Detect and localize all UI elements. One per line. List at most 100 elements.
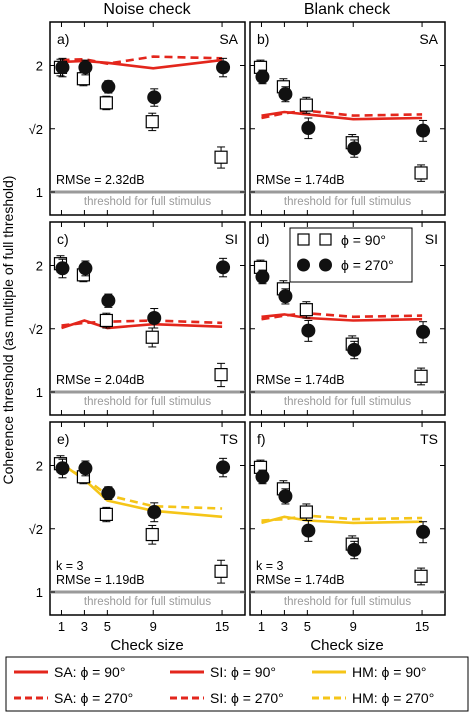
data-point-circle bbox=[78, 461, 93, 476]
panel-annotation: RMSe = 2.32dB bbox=[56, 173, 145, 187]
legend-square-marker bbox=[319, 233, 332, 246]
panel-letter: a) bbox=[57, 31, 69, 47]
panel-letter: f) bbox=[257, 431, 266, 447]
x-tick-label: 3 bbox=[281, 619, 288, 634]
data-point-circle bbox=[301, 323, 316, 338]
data-point-circle bbox=[55, 261, 70, 276]
legend-phi90-label: ϕ = 90° bbox=[341, 232, 386, 248]
marker-legend: ϕ = 90° ϕ = 270° bbox=[289, 227, 413, 283]
data-point-square bbox=[214, 150, 228, 164]
data-point-circle bbox=[416, 524, 431, 539]
panel-annotation: RMSe = 1.74dB bbox=[256, 573, 345, 587]
reference-line-label: threshold for full stimulus bbox=[84, 196, 211, 208]
plot-frame bbox=[49, 421, 246, 616]
panel-model-label: TS bbox=[420, 431, 438, 447]
reference-line-label: threshold for full stimulus bbox=[284, 396, 411, 408]
model-curve-solid bbox=[261, 110, 423, 121]
panel-a: threshold for full stimulus 1 √2 2 a) SA RMSe … bbox=[29, 21, 246, 216]
data-point-circle bbox=[216, 260, 231, 275]
data-point-square bbox=[99, 96, 113, 110]
panel-f: threshold for full stimulus 1 3 5 9 15 f) TS k =… bbox=[249, 421, 446, 634]
data-point-circle bbox=[255, 69, 270, 84]
data-point-circle bbox=[55, 60, 70, 75]
x-tick-label: 1 bbox=[258, 619, 265, 634]
data-point-circle bbox=[55, 461, 70, 476]
column-title-blank: Blank check bbox=[304, 1, 391, 18]
legend-circle-marker bbox=[297, 258, 310, 272]
data-point-square bbox=[299, 303, 313, 317]
data-point-circle bbox=[101, 486, 116, 501]
data-point-square bbox=[145, 330, 159, 344]
legend-sa-90-label: SA: ϕ = 90° bbox=[54, 664, 125, 680]
data-point-circle bbox=[147, 311, 162, 326]
y-tick-label: √2 bbox=[29, 522, 43, 537]
data-point-square bbox=[414, 569, 428, 583]
panel-c: threshold for full stimulus 1 √2 2 c) SI RMSe … bbox=[29, 221, 246, 416]
y-tick-label: √2 bbox=[29, 322, 43, 337]
data-point-square bbox=[214, 368, 228, 382]
data-point-circle bbox=[278, 289, 293, 304]
data-point-square bbox=[414, 369, 428, 383]
panel-e: threshold for full stimulus 1 √2 2 1 3 5 9 15 e) T… bbox=[29, 421, 246, 634]
data-point-circle bbox=[278, 87, 293, 102]
data-point-square bbox=[99, 507, 113, 521]
legend-circle-marker bbox=[319, 258, 332, 272]
data-point-circle bbox=[78, 60, 93, 75]
data-point-circle bbox=[347, 542, 362, 557]
data-point-circle bbox=[216, 460, 231, 475]
x-tick-label: 5 bbox=[304, 619, 311, 634]
line-legend: SA: ϕ = 90° SI: ϕ = 90° HM: ϕ = 90° SA: … bbox=[5, 656, 469, 712]
data-point-circle bbox=[216, 60, 231, 75]
data-point-circle bbox=[347, 141, 362, 156]
legend-hm-90-label: HM: ϕ = 90° bbox=[352, 664, 427, 680]
x-tick-label: 9 bbox=[150, 619, 157, 634]
legend-open-square-markers bbox=[297, 233, 332, 246]
x-tick-label: 9 bbox=[350, 619, 357, 634]
reference-line-label: threshold for full stimulus bbox=[284, 196, 411, 208]
reference-line-label: threshold for full stimulus bbox=[284, 596, 411, 608]
panel-annotation: RMSe = 1.74dB bbox=[256, 173, 345, 187]
data-point-circle bbox=[101, 79, 116, 94]
data-point-circle bbox=[301, 523, 316, 538]
panel-model-label: SA bbox=[419, 31, 438, 47]
data-point-circle bbox=[78, 261, 93, 276]
y-tick-label: 1 bbox=[36, 185, 43, 200]
legend-si-90-label: SI: ϕ = 90° bbox=[210, 664, 276, 680]
panel-model-label: SI bbox=[225, 231, 238, 247]
data-point-square bbox=[214, 564, 228, 578]
data-point-circle bbox=[347, 342, 362, 357]
data-point-circle bbox=[301, 121, 316, 136]
line-legend-frame bbox=[5, 656, 469, 712]
data-point-square bbox=[299, 505, 313, 519]
y-tick-label: 2 bbox=[36, 59, 43, 74]
legend-filled-circle-markers bbox=[297, 258, 332, 272]
data-point-square bbox=[145, 115, 159, 129]
y-tick-label: 2 bbox=[36, 459, 43, 474]
data-point-square bbox=[99, 313, 113, 328]
panel-model-label: SI bbox=[425, 231, 438, 247]
x-tick-label: 3 bbox=[81, 619, 88, 634]
data-point-circle bbox=[416, 324, 431, 339]
data-point-circle bbox=[255, 269, 270, 284]
legend-si-270-label: SI: ϕ = 270° bbox=[210, 690, 284, 706]
panel-model-label: TS bbox=[220, 431, 238, 447]
y-tick-label: √2 bbox=[29, 122, 43, 137]
panel-letter: e) bbox=[57, 431, 69, 447]
x-tick-label: 5 bbox=[104, 619, 111, 634]
panels: threshold for full stimulus 1 √2 2 a) SA RMSe … bbox=[29, 21, 446, 634]
data-point-square bbox=[145, 527, 159, 542]
panel-b: threshold for full stimulus b) SA RMSe = 1.… bbox=[249, 21, 446, 216]
x-tick-label: 15 bbox=[415, 619, 429, 634]
column-title-noise: Noise check bbox=[103, 1, 191, 18]
panel-model-label: SA bbox=[219, 31, 238, 47]
data-point-circle bbox=[416, 123, 431, 138]
marker-legend-frame bbox=[289, 227, 413, 283]
data-point-circle bbox=[278, 489, 293, 504]
legend-square-marker bbox=[297, 233, 310, 246]
y-tick-label: 1 bbox=[36, 585, 43, 600]
legend-hm-270-label: HM: ϕ = 270° bbox=[352, 690, 434, 706]
x-axis-label-right: Check size bbox=[310, 637, 383, 654]
panel-letter: d) bbox=[257, 231, 269, 247]
data-point-circle bbox=[101, 293, 116, 308]
